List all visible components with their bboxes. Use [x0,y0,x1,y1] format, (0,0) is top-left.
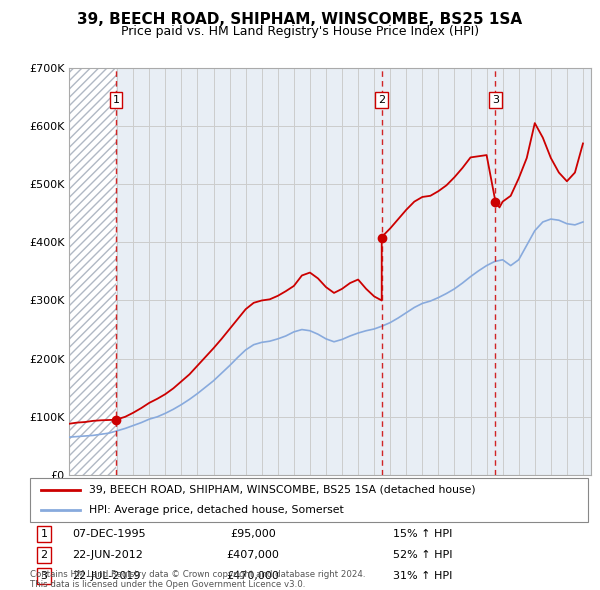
Text: 31% ↑ HPI: 31% ↑ HPI [392,571,452,581]
Text: £470,000: £470,000 [227,571,280,581]
Text: Contains HM Land Registry data © Crown copyright and database right 2024.
This d: Contains HM Land Registry data © Crown c… [30,570,365,589]
Text: 22-JUL-2019: 22-JUL-2019 [72,571,140,581]
Text: 22-JUN-2012: 22-JUN-2012 [72,550,143,560]
Text: 15% ↑ HPI: 15% ↑ HPI [392,529,452,539]
Text: Price paid vs. HM Land Registry's House Price Index (HPI): Price paid vs. HM Land Registry's House … [121,25,479,38]
Text: 39, BEECH ROAD, SHIPHAM, WINSCOMBE, BS25 1SA: 39, BEECH ROAD, SHIPHAM, WINSCOMBE, BS25… [77,12,523,27]
FancyBboxPatch shape [30,478,588,522]
Text: 3: 3 [40,571,47,581]
Text: £407,000: £407,000 [227,550,280,560]
Text: 2: 2 [378,95,385,105]
Text: 1: 1 [40,529,47,539]
Text: 2: 2 [40,550,47,560]
Text: 3: 3 [492,95,499,105]
Text: 1: 1 [112,95,119,105]
Text: 52% ↑ HPI: 52% ↑ HPI [392,550,452,560]
Text: HPI: Average price, detached house, Somerset: HPI: Average price, detached house, Some… [89,505,343,515]
Text: 39, BEECH ROAD, SHIPHAM, WINSCOMBE, BS25 1SA (detached house): 39, BEECH ROAD, SHIPHAM, WINSCOMBE, BS25… [89,485,475,495]
Text: £95,000: £95,000 [230,529,276,539]
Text: 07-DEC-1995: 07-DEC-1995 [72,529,145,539]
